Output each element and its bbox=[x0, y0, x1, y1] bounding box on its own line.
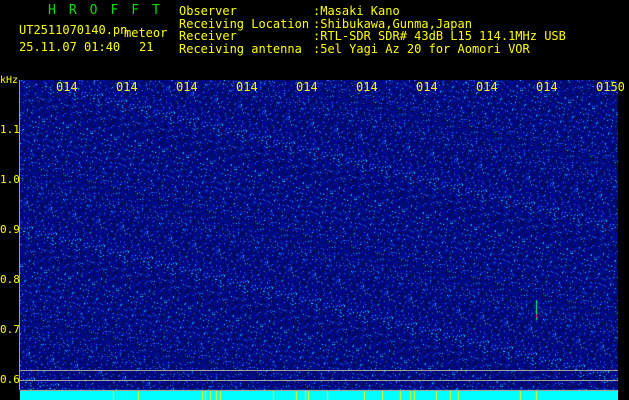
datetime: 25.11.07 01:40 bbox=[19, 40, 121, 54]
time-label: 0147 bbox=[416, 80, 438, 94]
info-label: Receiver bbox=[179, 29, 237, 43]
y-unit: kHz bbox=[0, 75, 19, 86]
mode-label: meteor bbox=[124, 26, 168, 40]
count: 21 bbox=[139, 40, 154, 54]
time-label: 0142 bbox=[116, 80, 138, 94]
time-label: 0148 bbox=[476, 80, 498, 94]
info-value: :Masaki Kano bbox=[313, 4, 400, 18]
time-label: 0150 bbox=[596, 80, 625, 94]
y-label: 0.7 bbox=[0, 323, 20, 336]
y-label: 0.6 bbox=[0, 373, 20, 386]
y-label: 0.9 bbox=[0, 223, 20, 236]
y-label: 1.1 bbox=[0, 123, 20, 136]
info-label: Receiving antenna bbox=[179, 41, 302, 56]
file-name: UT2511070140.pn bbox=[19, 23, 128, 37]
reference-line bbox=[20, 390, 618, 391]
y-label: 1.0 bbox=[0, 173, 20, 186]
time-label: 0146 bbox=[356, 80, 378, 94]
time-label: 0145 bbox=[296, 80, 318, 94]
time-label: 0149 bbox=[536, 80, 558, 94]
time-label: 0144 bbox=[236, 80, 258, 94]
info-label: Receiving Location bbox=[179, 16, 310, 31]
info-label: Observer bbox=[179, 4, 237, 18]
info-value: :5el Yagi Az 20 for Aomori VOR bbox=[313, 41, 530, 56]
reference-line bbox=[20, 370, 618, 371]
time-label: 0141 bbox=[56, 80, 78, 94]
app-title: HROFFT bbox=[48, 3, 173, 18]
info-value: :RTL-SDR SDR# 43dB L15 114.1MHz USB bbox=[313, 29, 566, 43]
reference-line bbox=[20, 380, 618, 381]
time-label: 0143 bbox=[176, 80, 198, 94]
y-label: 0.8 bbox=[0, 273, 20, 286]
spectrogram bbox=[20, 80, 618, 400]
info-value: :Shibukawa,Gunma,Japan bbox=[313, 16, 472, 31]
y-axis bbox=[19, 80, 20, 390]
